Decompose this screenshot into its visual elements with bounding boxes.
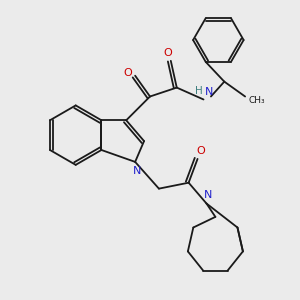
Text: O: O <box>123 68 132 78</box>
Text: O: O <box>196 146 205 157</box>
Text: N: N <box>205 87 213 97</box>
Text: N: N <box>132 166 141 176</box>
Text: H: H <box>195 85 203 96</box>
Text: N: N <box>204 190 212 200</box>
Text: CH₃: CH₃ <box>249 97 265 106</box>
Text: O: O <box>164 48 172 59</box>
